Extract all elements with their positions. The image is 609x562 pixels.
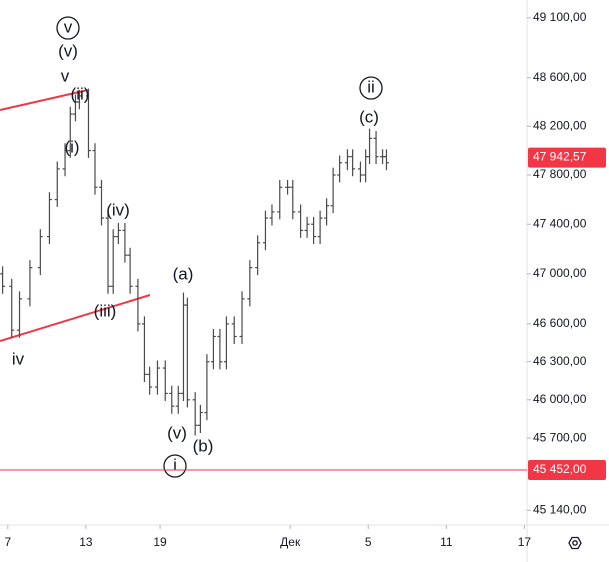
y-tick-label: 48 200,00 xyxy=(533,118,587,132)
y-tick-label: 47 000,00 xyxy=(533,266,587,280)
x-tick-label: 7 xyxy=(4,535,11,549)
bars xyxy=(0,88,389,436)
wave-label: (iii) xyxy=(94,301,117,320)
x-tick-label: 13 xyxy=(79,535,93,549)
x-tick-label: 11 xyxy=(440,535,453,549)
x-tick-label: Дек xyxy=(280,535,301,549)
wave-label: v xyxy=(61,66,70,85)
x-tick-label: 17 xyxy=(518,535,532,549)
wave-label: (v) xyxy=(58,41,78,60)
wave-circle xyxy=(56,16,80,40)
y-tick-label: 47 800,00 xyxy=(533,167,587,181)
y-tick-label: 46 600,00 xyxy=(533,316,587,330)
trend-line xyxy=(0,89,89,111)
y-tick-label: 49 100,00 xyxy=(533,10,587,24)
wave-circle xyxy=(359,76,383,100)
settings-icon-center[interactable] xyxy=(572,540,578,546)
price-marker xyxy=(528,147,606,168)
settings-bg[interactable] xyxy=(562,531,588,555)
price-marker xyxy=(528,459,606,480)
settings-icon[interactable] xyxy=(568,536,582,550)
trend-line xyxy=(0,294,151,342)
price-marker-label: 47 942,57 xyxy=(533,150,587,164)
wave-circle xyxy=(163,454,187,478)
wave-label: i xyxy=(173,455,177,474)
price-marker-label: 45 452,00 xyxy=(533,462,587,476)
wave-label: (b) xyxy=(193,436,214,455)
wave-label: (a) xyxy=(173,264,194,283)
wave-label: (c) xyxy=(359,107,379,126)
y-tick-label: 47 400,00 xyxy=(533,216,587,230)
y-tick-label: 45 700,00 xyxy=(533,430,587,444)
y-tick-label: 46 000,00 xyxy=(533,392,587,406)
wave-labels: v (v) v (ii) (i) (iv) (iii) iv (a) (v) (… xyxy=(12,16,383,478)
wave-label: ii xyxy=(367,77,375,96)
wave-label: v xyxy=(64,17,73,36)
wave-label: (iv) xyxy=(106,200,130,219)
y-tick-label: 48 600,00 xyxy=(533,70,587,84)
settings-button[interactable] xyxy=(562,531,588,555)
wave-label: (i) xyxy=(64,137,79,156)
wave-label: iv xyxy=(12,349,25,368)
x-tick-label: 5 xyxy=(365,535,372,549)
y-tick-label: 46 300,00 xyxy=(533,354,587,368)
x-tick-label: 19 xyxy=(153,535,167,549)
wave-label: (ii) xyxy=(71,84,90,103)
y-tick-label: 45 140,00 xyxy=(533,502,587,516)
wave-label: (v) xyxy=(167,423,187,442)
